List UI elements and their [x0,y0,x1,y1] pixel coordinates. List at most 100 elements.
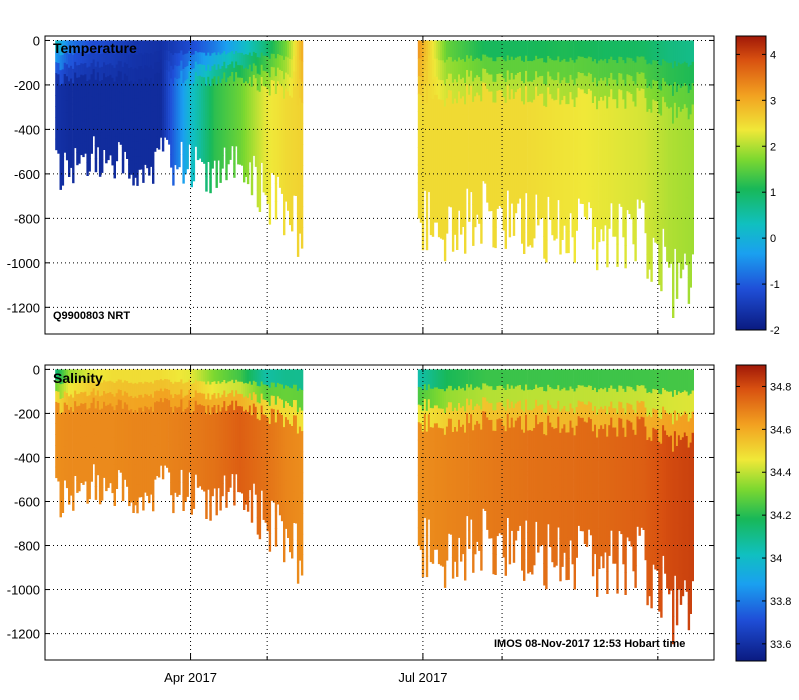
profile-cell [433,94,437,114]
profile-cell [207,381,210,394]
profile-cell [441,487,445,508]
profile-cell [482,40,485,55]
profile-cell [63,51,67,64]
profile-cell [217,428,220,441]
profile-cell [239,139,242,153]
profile-cell [691,147,694,169]
profile-cell [192,438,196,454]
profile-cell [490,403,493,421]
profile-cell [70,432,73,446]
profile-cell [283,215,286,236]
profile-cell [670,196,673,220]
profile-cell [180,439,183,450]
profile-cell [184,120,187,135]
profile-cell [248,113,252,126]
profile-cell [289,132,292,152]
profile-cell [198,146,202,159]
profile-cell [518,509,522,526]
profile-cell [431,99,435,120]
profile-cell [691,40,694,63]
profile-cell [246,69,250,84]
profile-cell [638,40,641,58]
profile-column [579,40,583,204]
profile-cell [111,90,114,104]
profile-cell [462,406,465,426]
profile-cell [506,428,510,444]
profile-cell [74,40,77,52]
profile-column [504,40,507,249]
profile-cell [225,424,228,439]
profile-cell [466,99,469,115]
profile-column [219,369,222,511]
profile-cell [480,409,483,431]
profile-cell [55,456,58,468]
profile-cell [433,477,437,496]
profile-cell [227,418,230,431]
profile-cell [61,98,65,114]
profile-cell [115,381,119,394]
profile-cell [113,451,116,466]
profile-cell [565,82,568,105]
profile-cell [500,90,503,108]
profile-cell [691,211,694,233]
profile-cell [537,369,540,389]
profile-cell [203,430,206,443]
profile-cell [188,113,191,124]
profile-cell [105,466,108,479]
profile-cell [154,468,157,480]
profile-cell [121,382,125,397]
profile-cell [510,170,514,188]
profile-cell [119,71,123,83]
profile-cell [474,96,477,116]
profile-column [100,369,104,501]
profile-cell [152,411,155,427]
profile-cell [80,459,83,472]
profile-column [176,40,179,170]
profile-cell [215,84,218,100]
profile-cell [148,94,151,109]
profile-column [126,40,129,159]
profile-cell [285,448,288,466]
profile-cell [460,426,463,447]
profile-cell [662,59,665,79]
profile-cell [662,190,665,210]
profile-cell [506,40,510,56]
profile-cell [144,418,147,432]
profile-cell [207,465,210,478]
profile-cell [278,157,282,174]
profile-cell [72,468,75,483]
profile-cell [431,177,435,198]
profile-cell [606,108,609,132]
profile-cell [529,369,532,391]
profile-cell [266,154,269,172]
profile-cell [433,76,437,96]
y-tick-label: -800 [14,211,40,226]
profile-cell [490,74,493,92]
profile-cell [121,53,125,68]
profile-cell [225,397,228,412]
profile-cell [215,456,218,472]
profile-cell [241,52,244,66]
profile-cell [138,156,141,170]
profile-cell [664,205,667,227]
profile-cell [188,92,191,104]
profile-cell [88,447,91,461]
profile-cell [178,103,181,117]
profile-cell [74,115,77,127]
profile-cell [182,140,185,156]
profile-cell [466,143,469,160]
profile-cell [144,139,147,153]
profile-cell [80,74,83,87]
profile-cell [174,430,177,444]
profile-cell [146,394,149,408]
profile-cell [618,73,621,90]
profile-cell [594,207,597,227]
profile-cell [466,442,469,458]
profile-cell [535,117,538,134]
profile-cell [245,162,248,177]
profile-cell [100,369,104,383]
profile-cell [70,369,73,383]
profile-cell [577,150,580,167]
profile-cell [616,130,619,154]
profile-cell [219,467,222,483]
